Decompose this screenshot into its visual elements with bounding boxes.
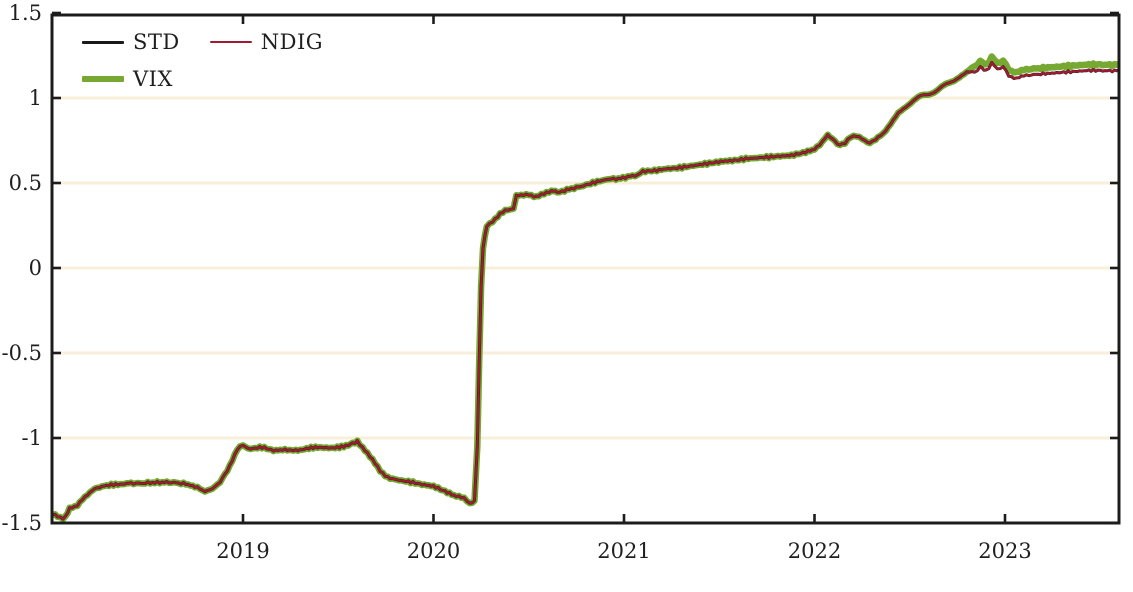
x-tick-label: 2020 <box>407 539 460 563</box>
x-tick-label: 2019 <box>216 539 269 563</box>
legend-row: STD NDIG <box>82 30 353 54</box>
vix-line-sample-icon <box>82 75 124 83</box>
y-tick-label: -1 <box>22 426 42 450</box>
legend-item-ndig: NDIG <box>209 30 324 54</box>
y-tick-label: 1.5 <box>9 1 42 25</box>
x-tick-label: 2021 <box>597 539 650 563</box>
legend-label-vix: VIX <box>133 67 173 91</box>
x-tick-label: 2023 <box>978 539 1031 563</box>
std-line-sample-icon <box>82 40 124 44</box>
y-tick-label: 0.5 <box>9 171 42 195</box>
y-tick-label: -1.5 <box>2 511 43 535</box>
y-tick-label: 0 <box>29 256 42 280</box>
x-tick-label: 2022 <box>788 539 841 563</box>
legend-label-ndig: NDIG <box>260 30 324 54</box>
legend-item-vix: VIX <box>82 67 173 91</box>
legend-item-std: STD <box>82 30 180 54</box>
y-tick-label: -0.5 <box>2 341 43 365</box>
y-tick-label: 1 <box>29 86 42 110</box>
legend: STD NDIG VIX <box>82 30 353 91</box>
ndig-line-sample-icon <box>209 40 252 44</box>
legend-row: VIX <box>82 67 353 91</box>
legend-label-std: STD <box>133 30 180 54</box>
